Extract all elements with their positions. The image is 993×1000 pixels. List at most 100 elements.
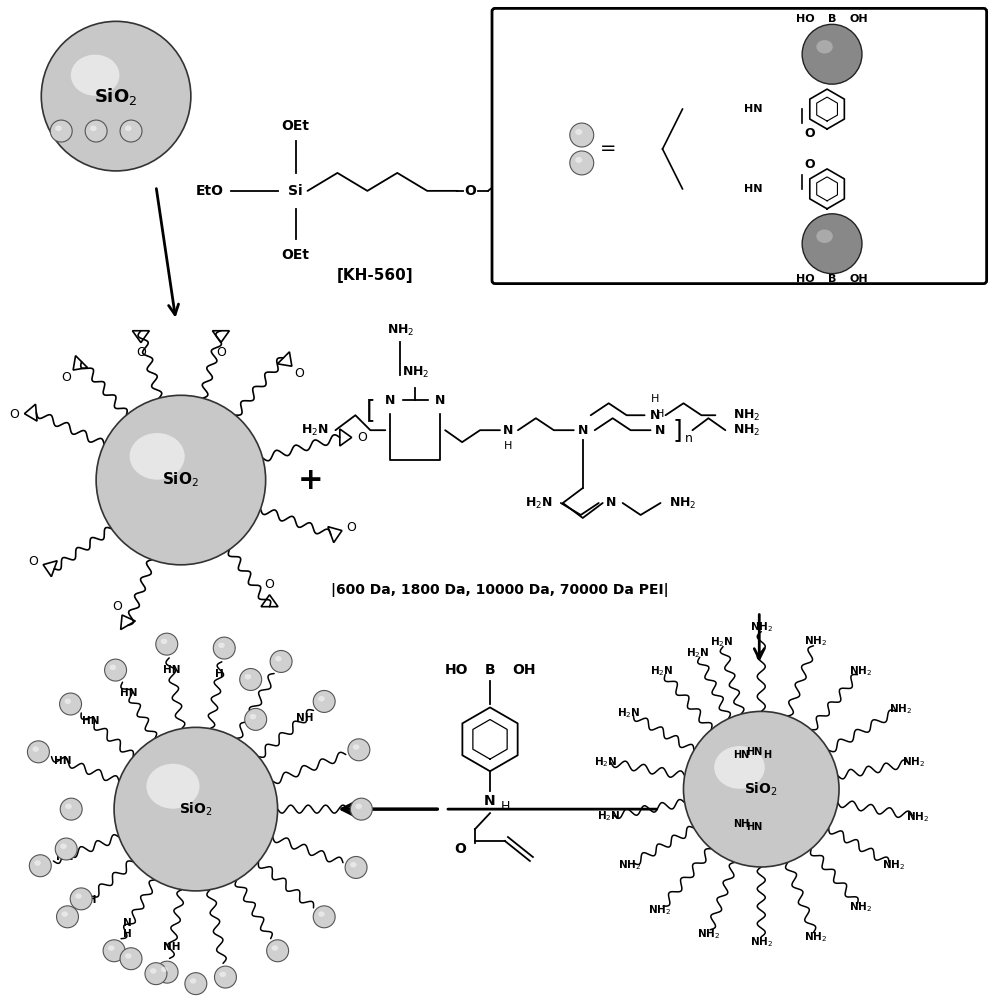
Ellipse shape xyxy=(60,693,81,715)
Ellipse shape xyxy=(346,856,367,878)
Text: HN: HN xyxy=(747,747,763,757)
Ellipse shape xyxy=(57,906,78,928)
Text: NH$_2$: NH$_2$ xyxy=(734,408,761,423)
Ellipse shape xyxy=(56,126,62,131)
Text: NH$_2$: NH$_2$ xyxy=(734,423,761,438)
Text: NH$_2$: NH$_2$ xyxy=(906,810,928,824)
Ellipse shape xyxy=(318,696,325,701)
Text: N: N xyxy=(606,496,616,509)
Ellipse shape xyxy=(114,727,278,891)
Ellipse shape xyxy=(51,120,72,142)
Text: O: O xyxy=(9,408,19,421)
Text: [KH-560]: [KH-560] xyxy=(337,268,414,283)
Ellipse shape xyxy=(28,741,50,763)
Text: HN: HN xyxy=(56,852,73,862)
Ellipse shape xyxy=(271,945,278,951)
Text: O: O xyxy=(464,184,476,198)
Text: O: O xyxy=(347,521,356,534)
Ellipse shape xyxy=(104,659,126,681)
Text: ]: ] xyxy=(672,418,682,442)
Ellipse shape xyxy=(33,746,39,752)
Text: H$_2$N: H$_2$N xyxy=(686,646,709,660)
Text: O: O xyxy=(804,127,815,140)
Ellipse shape xyxy=(30,855,52,877)
Text: B: B xyxy=(828,14,836,24)
Ellipse shape xyxy=(249,714,256,719)
FancyBboxPatch shape xyxy=(492,8,987,284)
Text: NH$_2$: NH$_2$ xyxy=(882,859,905,872)
Ellipse shape xyxy=(802,24,862,84)
Ellipse shape xyxy=(239,669,262,690)
Ellipse shape xyxy=(219,972,226,977)
Text: OH: OH xyxy=(849,274,868,284)
Ellipse shape xyxy=(120,120,142,142)
Ellipse shape xyxy=(318,911,325,917)
Text: NH$_2$: NH$_2$ xyxy=(902,755,925,769)
Ellipse shape xyxy=(185,973,207,995)
Text: N: N xyxy=(650,409,660,422)
Ellipse shape xyxy=(108,945,114,951)
Text: NH$_2$: NH$_2$ xyxy=(889,702,912,716)
Text: O: O xyxy=(136,346,146,359)
Text: HO: HO xyxy=(796,274,815,284)
Text: NH$_2$: NH$_2$ xyxy=(648,903,671,917)
Ellipse shape xyxy=(61,798,82,820)
Text: O: O xyxy=(215,346,225,359)
Text: H: H xyxy=(656,409,664,419)
Ellipse shape xyxy=(190,978,197,984)
Text: NH: NH xyxy=(296,713,313,723)
Text: B: B xyxy=(828,274,836,284)
Ellipse shape xyxy=(575,129,582,135)
Text: H: H xyxy=(764,750,772,760)
Ellipse shape xyxy=(313,690,336,712)
Ellipse shape xyxy=(816,40,833,54)
Text: HN: HN xyxy=(54,756,71,766)
Text: N: N xyxy=(435,394,445,407)
Text: N: N xyxy=(385,394,395,407)
Ellipse shape xyxy=(355,804,361,809)
Text: NH: NH xyxy=(733,819,750,829)
Ellipse shape xyxy=(65,699,71,704)
Ellipse shape xyxy=(348,739,369,761)
Text: HN: HN xyxy=(733,750,750,760)
Ellipse shape xyxy=(802,214,862,274)
Text: OH: OH xyxy=(849,14,868,24)
Text: O: O xyxy=(264,578,274,591)
Text: O: O xyxy=(29,555,39,568)
Ellipse shape xyxy=(353,744,359,750)
Text: |600 Da, 1800 Da, 10000 Da, 70000 Da PEI|: |600 Da, 1800 Da, 10000 Da, 70000 Da PEI… xyxy=(332,583,669,597)
Ellipse shape xyxy=(244,674,251,679)
Ellipse shape xyxy=(244,708,267,730)
Ellipse shape xyxy=(66,804,71,809)
Text: NH$_2$: NH$_2$ xyxy=(697,928,720,941)
Text: HO: HO xyxy=(445,663,468,677)
Text: H$_2$N: H$_2$N xyxy=(598,809,621,823)
Text: SiO$_2$: SiO$_2$ xyxy=(179,800,213,818)
Text: O: O xyxy=(61,371,71,384)
Ellipse shape xyxy=(96,395,266,565)
Ellipse shape xyxy=(130,433,185,480)
Text: EtO: EtO xyxy=(196,184,223,198)
Text: +: + xyxy=(298,466,324,495)
Text: [: [ xyxy=(365,398,375,422)
Ellipse shape xyxy=(267,940,289,962)
Text: HN: HN xyxy=(120,688,137,698)
Text: H$_2$N: H$_2$N xyxy=(595,755,618,769)
Text: N: N xyxy=(502,424,513,437)
Text: H$_2$N: H$_2$N xyxy=(650,664,673,678)
Text: NH$_2$: NH$_2$ xyxy=(849,901,872,914)
Text: HO: HO xyxy=(796,14,815,24)
Text: N: N xyxy=(655,424,665,437)
Ellipse shape xyxy=(156,961,178,983)
Text: HN: HN xyxy=(747,822,763,832)
Text: H$_2$N: H$_2$N xyxy=(618,706,640,720)
Ellipse shape xyxy=(90,126,96,131)
Text: N
H: N H xyxy=(123,918,131,939)
Ellipse shape xyxy=(714,746,765,789)
Ellipse shape xyxy=(71,888,92,910)
Ellipse shape xyxy=(145,963,167,985)
Ellipse shape xyxy=(214,966,236,988)
Ellipse shape xyxy=(146,764,200,809)
Ellipse shape xyxy=(570,123,594,147)
Text: H$_2$N: H$_2$N xyxy=(710,635,734,649)
